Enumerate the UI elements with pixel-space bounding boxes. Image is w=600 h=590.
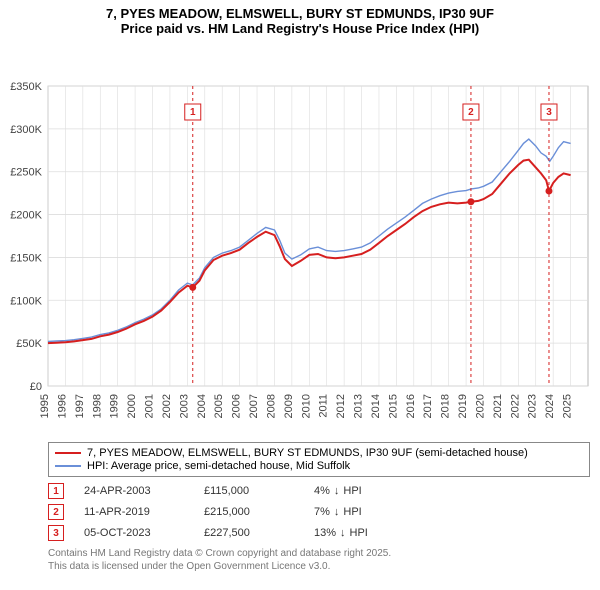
svg-text:£50K: £50K xyxy=(16,338,42,350)
svg-text:2015: 2015 xyxy=(387,394,399,418)
svg-text:2019: 2019 xyxy=(457,394,469,418)
legend-row-hpi: HPI: Average price, semi-detached house,… xyxy=(55,460,583,472)
event-marker-3: 3 xyxy=(48,525,64,541)
event-price: £215,000 xyxy=(204,506,294,518)
svg-text:2004: 2004 xyxy=(196,394,208,418)
svg-text:£150K: £150K xyxy=(10,252,42,264)
svg-text:2018: 2018 xyxy=(440,394,452,418)
svg-text:2006: 2006 xyxy=(231,394,243,418)
arrow-down-icon: ↓ xyxy=(340,527,346,539)
event-row: 3 05-OCT-2023 £227,500 13% ↓ HPI xyxy=(48,525,590,541)
event-delta: 13% ↓ HPI xyxy=(314,527,368,539)
svg-text:2: 2 xyxy=(468,107,474,118)
chart-area: £0 £50K £100K £150K £200K £250K £300K £350K 1995… xyxy=(0,38,600,438)
svg-text:2025: 2025 xyxy=(562,394,574,418)
legend-swatch-price xyxy=(55,452,81,454)
svg-text:2017: 2017 xyxy=(422,394,434,418)
svg-text:£250K: £250K xyxy=(10,167,42,179)
svg-text:1996: 1996 xyxy=(56,394,68,418)
svg-text:1999: 1999 xyxy=(109,394,121,418)
svg-text:£350K: £350K xyxy=(10,81,42,93)
event-date: 05-OCT-2023 xyxy=(84,527,184,539)
title-block: 7, PYES MEADOW, ELMSWELL, BURY ST EDMUND… xyxy=(0,0,600,38)
svg-text:£300K: £300K xyxy=(10,124,42,136)
svg-text:2011: 2011 xyxy=(318,394,330,418)
svg-text:3: 3 xyxy=(546,107,552,118)
arrow-down-icon: ↓ xyxy=(334,506,340,518)
legend-row-price: 7, PYES MEADOW, ELMSWELL, BURY ST EDMUND… xyxy=(55,447,583,459)
svg-text:1997: 1997 xyxy=(74,394,86,418)
svg-text:2023: 2023 xyxy=(527,394,539,418)
svg-text:2014: 2014 xyxy=(370,394,382,418)
svg-text:2001: 2001 xyxy=(144,394,156,418)
svg-text:2007: 2007 xyxy=(248,394,260,418)
footer-licence: This data is licensed under the Open Gov… xyxy=(48,560,590,573)
event-date: 24-APR-2003 xyxy=(84,485,184,497)
svg-text:£200K: £200K xyxy=(10,210,42,222)
event-delta: 4% ↓ HPI xyxy=(314,485,362,497)
svg-text:2010: 2010 xyxy=(300,394,312,418)
svg-text:2021: 2021 xyxy=(492,394,504,418)
event-row: 2 11-APR-2019 £215,000 7% ↓ HPI xyxy=(48,504,590,520)
title-address: 7, PYES MEADOW, ELMSWELL, BURY ST EDMUND… xyxy=(8,6,592,21)
svg-text:2008: 2008 xyxy=(265,394,277,418)
events-block: 1 24-APR-2003 £115,000 4% ↓ HPI 2 11-APR… xyxy=(48,483,590,541)
title-subtitle: Price paid vs. HM Land Registry's House … xyxy=(8,21,592,36)
footer: Contains HM Land Registry data © Crown c… xyxy=(48,547,590,573)
svg-text:1998: 1998 xyxy=(91,394,103,418)
svg-text:2022: 2022 xyxy=(509,394,521,418)
svg-text:2005: 2005 xyxy=(213,394,225,418)
svg-text:2024: 2024 xyxy=(544,394,556,418)
svg-text:2003: 2003 xyxy=(178,394,190,418)
line-chart-svg: £0 £50K £100K £150K £200K £250K £300K £350K 1995… xyxy=(0,38,600,438)
legend-label-price: 7, PYES MEADOW, ELMSWELL, BURY ST EDMUND… xyxy=(87,447,528,459)
event-price: £115,000 xyxy=(204,485,294,497)
svg-text:£0: £0 xyxy=(30,381,42,393)
svg-text:2013: 2013 xyxy=(353,394,365,418)
event-delta: 7% ↓ HPI xyxy=(314,506,362,518)
svg-text:2000: 2000 xyxy=(126,394,138,418)
legend-label-hpi: HPI: Average price, semi-detached house,… xyxy=(87,460,350,472)
svg-text:2016: 2016 xyxy=(405,394,417,418)
svg-text:£100K: £100K xyxy=(10,295,42,307)
svg-text:2009: 2009 xyxy=(283,394,295,418)
footer-copyright: Contains HM Land Registry data © Crown c… xyxy=(48,547,590,560)
svg-text:2020: 2020 xyxy=(474,394,486,418)
event-marker-1: 1 xyxy=(48,483,64,499)
svg-text:1: 1 xyxy=(190,107,196,118)
legend: 7, PYES MEADOW, ELMSWELL, BURY ST EDMUND… xyxy=(48,442,590,477)
event-marker-2: 2 xyxy=(48,504,64,520)
event-date: 11-APR-2019 xyxy=(84,506,184,518)
arrow-down-icon: ↓ xyxy=(334,485,340,497)
event-price: £227,500 xyxy=(204,527,294,539)
svg-text:2012: 2012 xyxy=(335,394,347,418)
svg-text:1995: 1995 xyxy=(39,394,51,418)
chart-container: 7, PYES MEADOW, ELMSWELL, BURY ST EDMUND… xyxy=(0,0,600,573)
event-row: 1 24-APR-2003 £115,000 4% ↓ HPI xyxy=(48,483,590,499)
legend-swatch-hpi xyxy=(55,465,81,467)
svg-text:2002: 2002 xyxy=(161,394,173,418)
